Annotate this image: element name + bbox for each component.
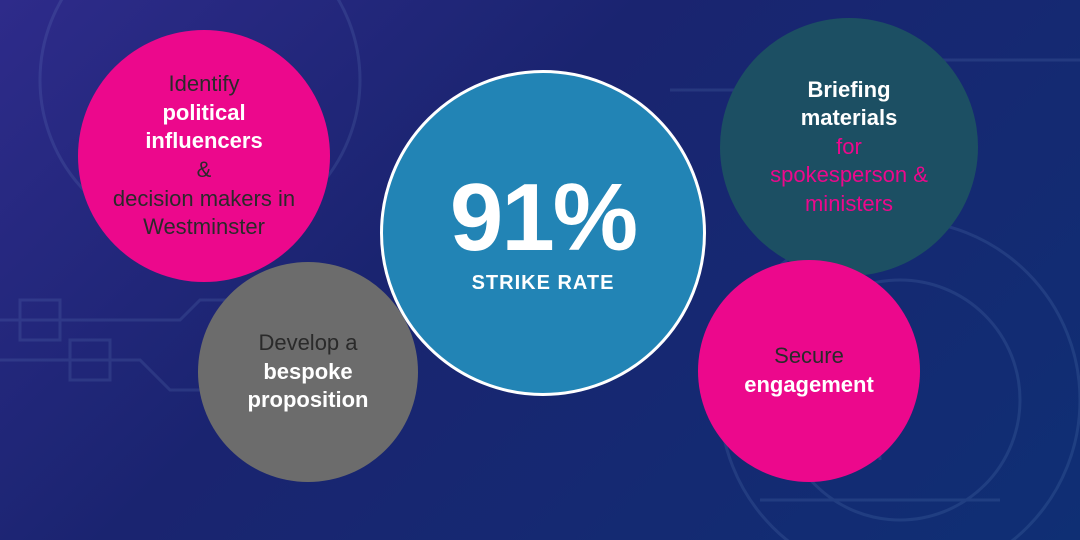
text-line: decision makers in	[113, 185, 295, 214]
text-line: influencers &	[145, 127, 262, 184]
text-line: Identify political	[162, 70, 245, 127]
node-briefing-materials: Briefing materials for spokesperson & mi…	[720, 18, 978, 276]
node-identify-influencers: Identify political influencers & decisio…	[78, 30, 330, 282]
center-value: 91%	[450, 170, 636, 266]
text-line: proposition	[248, 386, 369, 415]
center-label: STRIKE RATE	[472, 270, 615, 296]
text-line: spokesperson &	[770, 161, 928, 190]
node-secure-engagement: Secure engagement	[698, 260, 920, 482]
text-line: Westminster	[143, 213, 265, 242]
text-line: Briefing	[807, 76, 890, 105]
text-line: Develop a	[258, 329, 357, 358]
text-line: bespoke	[263, 358, 352, 387]
text-line: ministers	[805, 190, 893, 219]
node-bespoke-proposition: Develop a bespoke proposition	[198, 262, 418, 482]
text-line: materials for	[801, 104, 898, 161]
text-line: engagement	[744, 371, 874, 400]
text-line: Secure	[774, 342, 844, 371]
center-stat-circle: 91% STRIKE RATE	[380, 70, 706, 396]
